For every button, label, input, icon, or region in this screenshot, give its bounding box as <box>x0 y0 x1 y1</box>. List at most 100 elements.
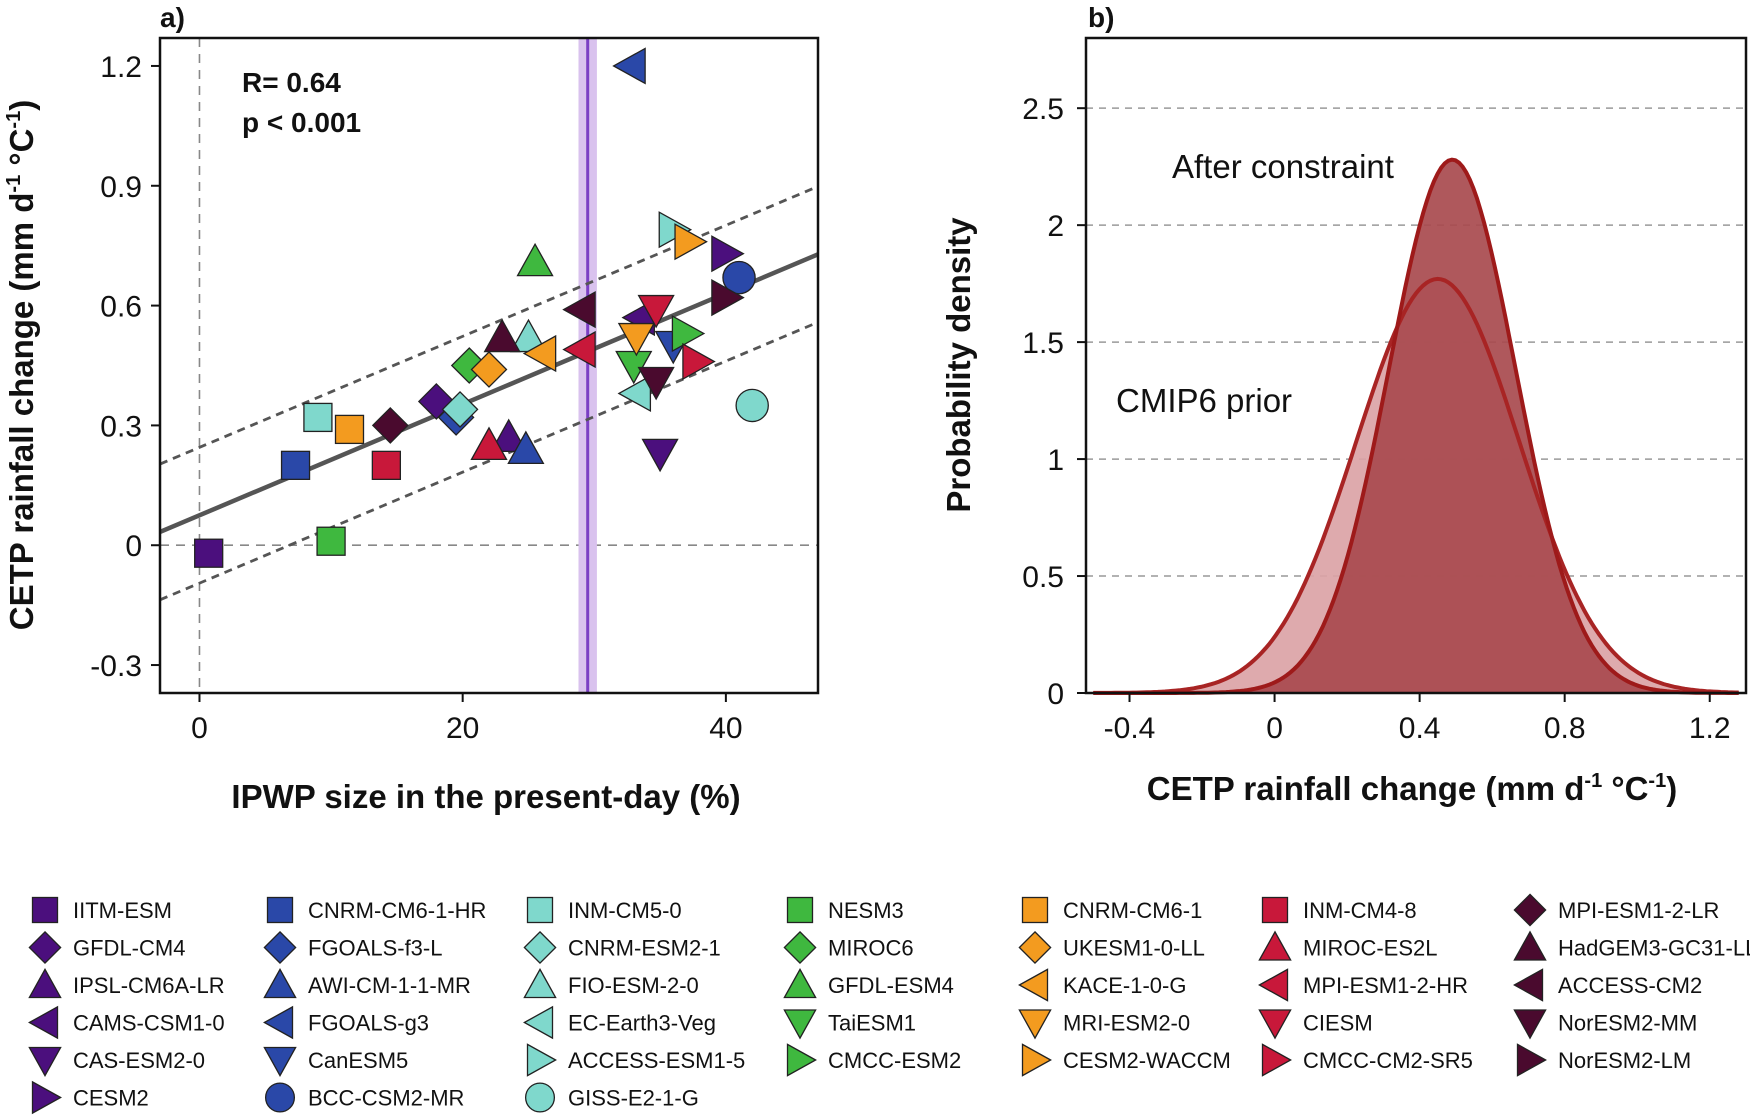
legend-label: NorESM2-LM <box>1558 1048 1691 1073</box>
legend-item: CNRM-CM6-1 <box>1021 896 1202 924</box>
legend-item: CMCC-ESM2 <box>786 1043 961 1077</box>
legend-marker <box>1258 930 1292 961</box>
density-fill-after-constraint <box>1093 159 1739 693</box>
legend-item: MRI-ESM2-0 <box>1018 1009 1190 1040</box>
panel-b-density: b) -0.4 0 0.4 0.8 1.2 0 0.5 1 1.5 2 2.5 After con… <box>940 2 1748 807</box>
x-axis-ticks: 0 20 40 <box>191 693 743 745</box>
lower-prediction-line <box>159 320 819 602</box>
legend-label: CAMS-CSM1-0 <box>73 1011 225 1036</box>
legend-label: MIROC6 <box>828 936 914 961</box>
legend: IITM-ESM GFDL-CM4 IPSL-CM6A-LR CAMS-CSM1-0 C… <box>28 893 1750 1115</box>
legend-marker <box>1258 968 1289 1002</box>
legend-label: IITM-ESM <box>73 898 172 923</box>
legend-marker <box>1018 968 1049 1002</box>
legend-label: CanESM5 <box>308 1048 408 1073</box>
legend-marker <box>783 930 817 965</box>
legend-item: AWI-CM-1-1-MR <box>263 968 471 999</box>
panel-a-label: a) <box>160 2 185 33</box>
legend-label: BCC-CSM2-MR <box>308 1086 464 1111</box>
legend-item: HadGEM3-GC31-LL <box>1513 930 1750 961</box>
legend-item: FIO-ESM-2-0 <box>523 968 699 999</box>
legend-item: EC-Earth3-Veg <box>523 1005 716 1040</box>
legend-marker <box>1513 1009 1547 1040</box>
point-cas-esm2-0 <box>641 438 679 473</box>
point-mpi-esm1-2-hr <box>562 330 596 369</box>
legend-label: CESM2 <box>73 1086 149 1111</box>
y-tick-label: 0.3 <box>100 410 142 443</box>
legend-item: NorESM2-MM <box>1513 1009 1697 1040</box>
x-tick-label: 0 <box>191 712 208 745</box>
point-cesm2-waccm <box>674 223 708 261</box>
x-axis-label-b: CETP rainfall change (mm d-1 °C-1) <box>1147 770 1677 807</box>
upper-prediction-line <box>159 185 819 466</box>
point-fgoals-g3 <box>612 47 646 85</box>
legend-label: AWI-CM-1-1-MR <box>308 973 471 998</box>
y-axis-ticks: -0.3 0 0.3 0.6 0.9 1.2 <box>90 51 160 683</box>
point-ipsl-cm6a-lr <box>490 418 528 453</box>
point-cnrm-cm6-1-hr <box>280 450 311 480</box>
cmip6-prior-label: CMIP6 prior <box>1116 382 1292 419</box>
regression-line <box>159 252 819 534</box>
legend-marker <box>263 968 297 999</box>
legend-label: ACCESS-ESM1-5 <box>568 1048 745 1073</box>
legend-marker <box>1021 896 1049 924</box>
point-access-cm2 <box>562 290 596 329</box>
point-ciesm <box>637 294 675 329</box>
legend-item: FGOALS-f3-L <box>263 930 442 965</box>
point-kace-1-0-g <box>522 334 557 373</box>
after-constraint-label: After constraint <box>1172 148 1394 185</box>
legend-item: MIROC6 <box>783 930 914 965</box>
legend-marker <box>783 1009 817 1040</box>
point-hadgem3-gc31-ll <box>483 318 521 353</box>
legend-marker <box>523 930 557 965</box>
legend-marker <box>263 930 297 965</box>
legend-item: CESM2-WACCM <box>1021 1043 1231 1077</box>
point-cmcc-esm2 <box>671 314 706 353</box>
point-awi-cm-1-1-mr <box>507 430 545 465</box>
legend-item: IITM-ESM <box>31 896 172 924</box>
legend-label: EC-Earth3-Veg <box>568 1011 716 1036</box>
x-tick-label-b: 1.2 <box>1689 712 1731 745</box>
legend-marker <box>523 968 557 999</box>
y-axis-label-b: Probability density <box>940 217 977 513</box>
legend-marker <box>266 896 294 924</box>
legend-marker <box>264 1082 296 1113</box>
legend-item: CNRM-CM6-1-HR <box>266 896 486 924</box>
density-curves <box>1093 157 1739 695</box>
legend-label: MIROC-ES2L <box>1303 936 1437 961</box>
correlation-p: p < 0.001 <box>242 107 361 138</box>
legend-label: UKESM1-0-LL <box>1063 936 1205 961</box>
legend-marker <box>1261 1043 1292 1077</box>
correlation-r: R= 0.64 <box>242 67 341 98</box>
x-axis-ticks-b: -0.4 0 0.4 0.8 1.2 <box>1104 693 1731 745</box>
legend-label: GFDL-ESM4 <box>828 973 954 998</box>
point-mpi-esm1-2-lr <box>371 406 409 444</box>
panel-a-scatter: a) 0 20 40 -0.3 0 0.3 0.6 0.9 1.2 R= 0.64 p < 0… <box>3 2 820 815</box>
legend-label: GFDL-CM4 <box>73 936 185 961</box>
y-tick-label: 0 <box>125 530 142 563</box>
legend-label: INM-CM4-8 <box>1303 898 1417 923</box>
legend-item: TaiESM1 <box>783 1009 916 1040</box>
legend-label: CNRM-CM6-1-HR <box>308 898 486 923</box>
legend-item: CMCC-CM2-SR5 <box>1261 1043 1473 1077</box>
legend-label: GISS-E2-1-G <box>568 1086 699 1111</box>
legend-marker <box>1261 896 1289 924</box>
legend-label: INM-CM5-0 <box>568 898 682 923</box>
legend-label: CIESM <box>1303 1011 1373 1036</box>
legend-marker <box>28 1005 59 1040</box>
legend-label: CAS-ESM2-0 <box>73 1048 205 1073</box>
legend-marker <box>263 1005 294 1040</box>
observation-band <box>578 38 597 693</box>
x-tick-label-b: 0 <box>1266 712 1283 745</box>
legend-marker <box>786 1043 817 1077</box>
legend-label: FIO-ESM-2-0 <box>568 973 699 998</box>
legend-item: BCC-CSM2-MR <box>264 1082 464 1113</box>
legend-item: IPSL-CM6A-LR <box>28 968 225 999</box>
y-tick-label: 0.6 <box>100 291 142 324</box>
panel-a-frame <box>158 36 820 695</box>
legend-label: MPI-ESM1-2-HR <box>1303 973 1468 998</box>
model-points <box>194 47 769 568</box>
legend-item: UKESM1-0-LL <box>1018 930 1205 965</box>
legend-marker <box>1516 1043 1547 1077</box>
legend-marker <box>523 1005 554 1040</box>
